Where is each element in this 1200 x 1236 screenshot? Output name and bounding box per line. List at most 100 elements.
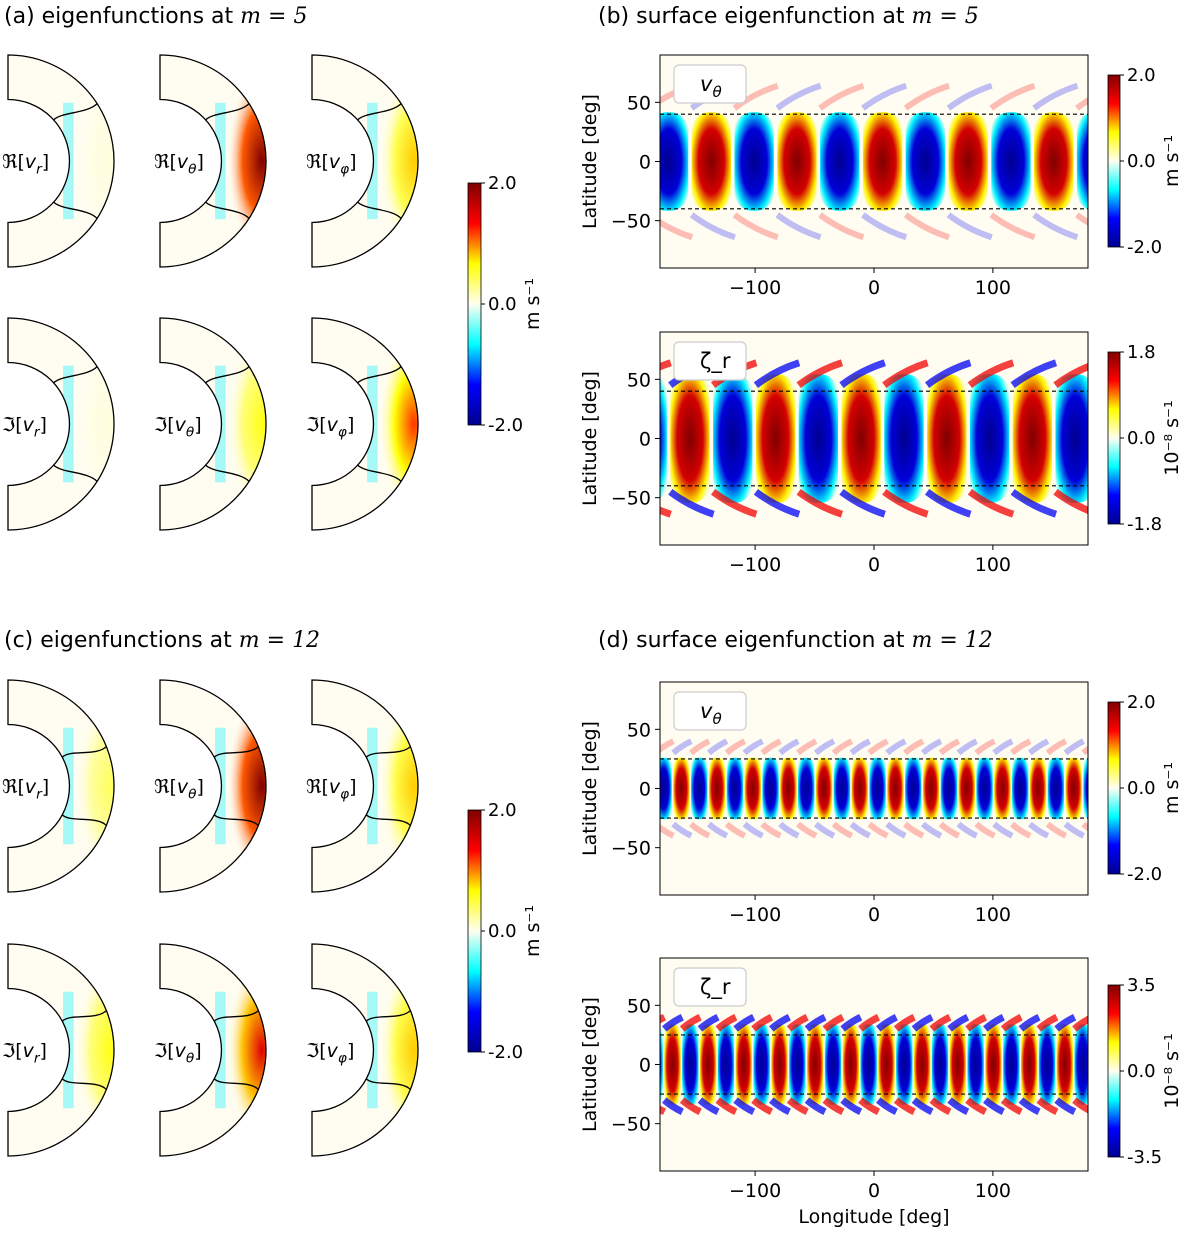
map-cell — [660, 1025, 663, 1104]
map-chevron-north — [818, 82, 865, 111]
map-cell — [1003, 1024, 1020, 1105]
map-cell — [755, 374, 796, 503]
x-tick-label: 100 — [975, 1180, 1011, 1202]
map-cell — [1074, 1024, 1088, 1105]
map-chevron-north — [1075, 97, 1088, 111]
map-cell — [734, 112, 774, 211]
map-chevron-north — [1162, 86, 1200, 108]
map-cell — [789, 1024, 806, 1105]
map-chevron-south — [662, 1097, 684, 1115]
boundary-curve-south — [205, 464, 250, 482]
annotation-label: vθ — [700, 72, 722, 101]
shell-field — [359, 965, 418, 1135]
map-cell — [717, 1024, 735, 1105]
map-cell — [820, 112, 860, 211]
annotation-box — [673, 967, 747, 1007]
map-cell — [967, 1024, 984, 1105]
shell-outline — [159, 317, 267, 531]
map-chevron-north — [660, 1014, 667, 1024]
map-chevron-north — [882, 359, 929, 388]
colorbar-d-top: 2.0 0.0 -2.0 m s⁻¹ — [1107, 692, 1183, 885]
colorbar-tick-label: 2.0 — [1127, 692, 1156, 713]
y-axis-label: Latitude [deg] — [579, 721, 601, 856]
map-chevron-south — [965, 1097, 988, 1115]
map-chevron-north — [769, 1014, 791, 1032]
map-chevron-north — [1010, 359, 1058, 388]
map-chevron-south — [679, 1097, 702, 1115]
map-cell — [798, 757, 815, 820]
c-shell-3: ℑ[vr] — [2, 943, 115, 1157]
a-shell-3: ℑ[vr] — [2, 317, 115, 531]
colorbar-tick-label: 1.8 — [1127, 342, 1156, 363]
map-cell — [798, 374, 839, 503]
map-field — [660, 1014, 1088, 1115]
map-cell — [1020, 1024, 1038, 1105]
map-chevron-north — [929, 1014, 952, 1032]
map-chevron-north — [1053, 362, 1088, 388]
map-field — [660, 359, 1088, 518]
shell-label: ℜ[vr] — [2, 151, 49, 177]
map-chevron-south — [1053, 489, 1088, 515]
map-chevron-north — [778, 738, 800, 756]
map-chevron-north — [706, 738, 729, 756]
map-cell — [670, 374, 710, 503]
map-cell — [833, 757, 851, 820]
map-cell — [806, 1024, 824, 1105]
colorbar-tick-label: 0.0 — [488, 921, 517, 942]
map-chevron-south — [831, 821, 854, 839]
map-cell — [691, 112, 732, 211]
map-cell — [824, 1024, 842, 1105]
shell-field — [359, 701, 418, 871]
map-chevron-south — [822, 1097, 845, 1115]
map-chevron-north — [662, 1014, 684, 1032]
colorbar-gradient — [467, 182, 482, 426]
map-chevron-south — [668, 489, 715, 518]
colorbar-label: 10⁻⁸ s⁻¹ — [1161, 400, 1183, 475]
panel-a-title: (a) eigenfunctions at m = 5 — [4, 4, 308, 29]
shell-label: ℜ[vφ] — [306, 151, 357, 177]
map-chevron-south — [697, 1097, 720, 1115]
colorbar-d-bot: 3.5 0.0 -3.5 10⁻⁸ s⁻¹ — [1107, 975, 1183, 1168]
map-chevron-south — [660, 823, 675, 839]
map-chevron-south — [885, 821, 907, 839]
map-chevron-south — [920, 821, 943, 839]
boundary-curve-north — [357, 103, 402, 121]
c-shell-1: ℜ[vθ] — [154, 679, 267, 893]
map-chevron-south — [938, 821, 961, 839]
map-chevron-south — [710, 489, 758, 518]
map-chevron-north — [840, 1014, 863, 1032]
a-shell-5: ℑ[vφ] — [306, 317, 419, 531]
colorbar-tick-label: 0.0 — [488, 294, 517, 315]
map-chevron-north — [751, 1014, 774, 1032]
x-tick-label: 0 — [868, 1180, 880, 1202]
map-chevron-south — [946, 212, 993, 241]
boundary-curve-north — [213, 1010, 259, 1022]
map-chevron-north — [956, 738, 978, 756]
shell-outline — [7, 679, 115, 893]
map-cell — [682, 1024, 699, 1105]
shell-field-inner — [63, 365, 74, 483]
y-tick-label: 0 — [639, 429, 651, 451]
map-chevron-south — [660, 218, 694, 241]
c-shell-0: ℜ[vr] — [2, 679, 115, 893]
shell-field-inner — [63, 991, 74, 1109]
shell-field-inner — [367, 991, 378, 1109]
map-chevron-south — [660, 1105, 667, 1115]
x-tick-label: −100 — [729, 277, 781, 299]
boundary-curve-south — [205, 201, 250, 219]
shell-field — [207, 965, 266, 1135]
map-cell — [1012, 757, 1029, 820]
map-chevron-south — [786, 1097, 809, 1115]
map-chevron-north — [1045, 738, 1068, 756]
map-chevron-south — [867, 821, 889, 839]
surface-map-b-top: −100 0 100 50 0 −50 Latitude [deg] vθ — [579, 54, 1200, 299]
shell-outline — [311, 943, 419, 1157]
colorbar-tick-label: 2.0 — [488, 173, 517, 194]
map-chevron-south — [742, 821, 764, 839]
boundary-curve-north — [357, 366, 402, 384]
shell-outline — [311, 54, 419, 268]
panel-c-title: (c) eigenfunctions at m = 12 — [4, 628, 321, 653]
colorbar-label: m s⁻¹ — [522, 278, 544, 330]
shell-label: ℑ[vθ] — [154, 1040, 202, 1066]
map-chevron-south — [1036, 1097, 1059, 1115]
